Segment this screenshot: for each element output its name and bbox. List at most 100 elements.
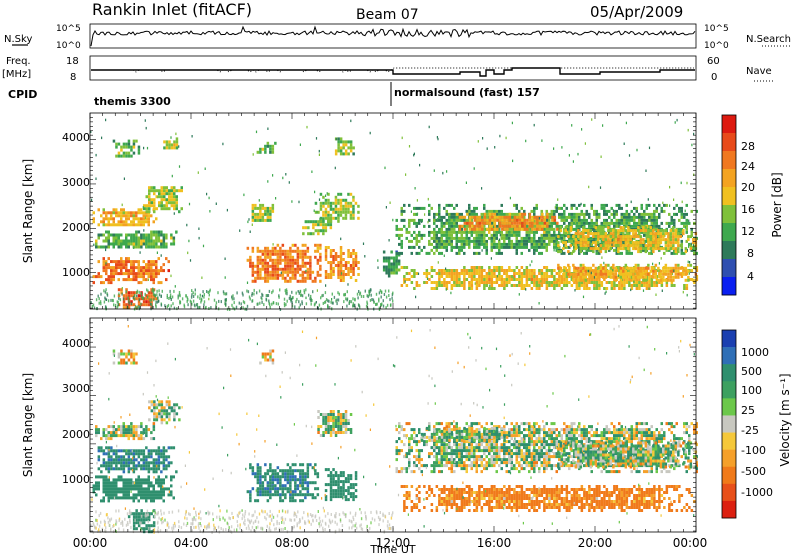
- echo-cell: [125, 142, 128, 146]
- echo-cell: [443, 281, 446, 284]
- echo-cell: [152, 287, 154, 291]
- echo-cell: [206, 290, 208, 293]
- echo-cell: [654, 263, 658, 267]
- echo-cell: [165, 146, 169, 150]
- echo-cell: [140, 208, 143, 212]
- echo-cell: [465, 242, 468, 246]
- echo-cell: [598, 281, 601, 284]
- echo-cell: [637, 244, 640, 248]
- echo-cell: [146, 288, 148, 292]
- echo-cell: [266, 264, 270, 268]
- echo-cell: [259, 301, 261, 305]
- echo-cell: [256, 215, 260, 219]
- echo-cell: [445, 221, 448, 225]
- echo-cell: [609, 269, 613, 273]
- echo-cell: [157, 464, 161, 468]
- echo-cell: [102, 487, 105, 491]
- echo-cell: [155, 275, 158, 279]
- echo-cell: [147, 449, 151, 453]
- echo-cell: [322, 210, 325, 214]
- echo-cell: [548, 239, 551, 243]
- echo-cell: [251, 293, 253, 297]
- echo-cell: [135, 487, 138, 491]
- echo-cell: [433, 221, 436, 225]
- echo-cell: [557, 235, 560, 239]
- echo-cell: [571, 124, 573, 127]
- echo-cell: [632, 241, 635, 245]
- echo-cell: [490, 287, 494, 290]
- echo-cell: [147, 478, 150, 482]
- echo-cell: [135, 236, 138, 240]
- echo-cell: [264, 150, 267, 154]
- echo-cell: [498, 242, 501, 246]
- echo-cell: [122, 449, 126, 453]
- echo-cell: [145, 214, 148, 218]
- colorbar-block: [722, 169, 736, 188]
- echo-cell: [148, 189, 151, 193]
- echo-cell: [267, 294, 270, 297]
- echo-cell: [271, 144, 275, 148]
- echo-cell: [570, 275, 574, 278]
- echo-cell: [658, 212, 661, 216]
- echo-cell: [613, 248, 616, 252]
- echo-cell: [423, 245, 426, 249]
- echo-cell: [453, 245, 456, 249]
- echo-cell: [410, 239, 413, 243]
- echo-cell: [530, 236, 533, 240]
- echo-cell: [648, 284, 651, 287]
- echo-cell: [319, 243, 322, 247]
- echo-cell: [158, 289, 160, 293]
- echo-cell: [453, 284, 456, 287]
- echo-cell: [344, 210, 348, 214]
- echo-cell: [344, 216, 348, 220]
- echo-cell: [275, 302, 278, 306]
- echo-cell: [672, 247, 675, 251]
- echo-cell: [289, 246, 292, 250]
- echo-cell: [410, 218, 413, 222]
- echo-cell: [490, 239, 493, 243]
- echo-cell: [598, 287, 601, 290]
- echo-cell: [160, 481, 163, 485]
- echo-cell: [445, 212, 448, 216]
- echo-cell: [102, 281, 105, 285]
- echo-cell: [142, 220, 145, 224]
- echo-cell: [107, 499, 110, 503]
- echo-cell: [598, 248, 601, 252]
- echo-cell: [468, 221, 472, 225]
- echo-cell: [354, 303, 356, 307]
- echo-cell: [403, 209, 406, 213]
- echo-cell: [623, 215, 626, 219]
- echo-cell: [336, 302, 338, 306]
- echo-cell: [627, 232, 630, 236]
- echo-cell: [543, 239, 546, 243]
- echo-cell: [175, 137, 179, 141]
- echo-cell: [438, 236, 441, 240]
- echo-cell: [657, 238, 660, 242]
- echo-cell: [125, 481, 128, 485]
- echo-cell: [357, 204, 360, 208]
- echo-cell: [140, 481, 143, 485]
- echo-cell: [430, 248, 433, 252]
- echo-cell: [592, 269, 595, 273]
- echo-cell: [165, 257, 168, 261]
- echo-cell: [625, 281, 629, 284]
- echo-cell: [468, 212, 471, 216]
- echo-cell: [589, 229, 593, 233]
- echo-cell: [362, 242, 365, 245]
- echo-cell: [674, 272, 678, 276]
- echo-cell: [329, 207, 333, 211]
- colorbar-block: [722, 115, 736, 134]
- echo-cell: [476, 215, 479, 219]
- echo-cell: [508, 275, 511, 278]
- echo-cell: [525, 266, 529, 269]
- echo-cell: [157, 245, 161, 249]
- echo-cell: [485, 212, 488, 216]
- echo-cell: [680, 239, 683, 243]
- echo-cell: [580, 221, 583, 225]
- echo-cell: [150, 275, 153, 279]
- echo-cell: [226, 208, 228, 212]
- echo-cell: [142, 211, 145, 215]
- echo-cell: [122, 300, 126, 304]
- echo-cell: [691, 143, 693, 147]
- echo-cell: [493, 239, 496, 243]
